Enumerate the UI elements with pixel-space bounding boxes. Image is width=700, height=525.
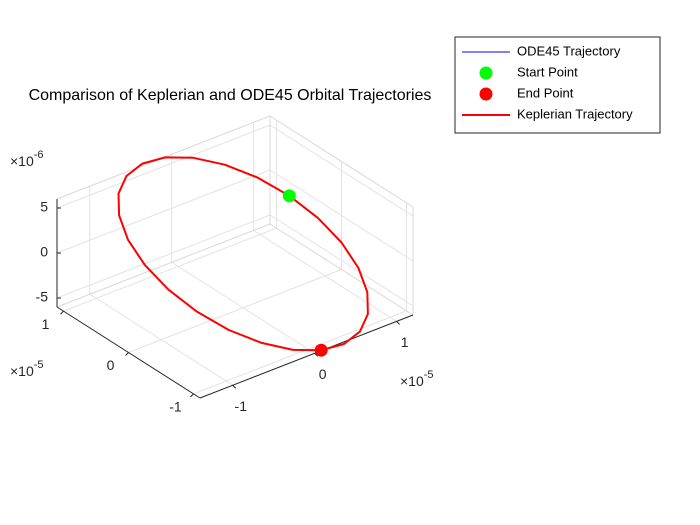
legend-label: End Point (517, 85, 574, 100)
point-marker (314, 343, 328, 357)
grid-line (56, 214, 271, 299)
grid-line (63, 227, 277, 312)
y-tick (125, 352, 129, 356)
z-tick-label: 0 (40, 244, 48, 260)
plot-area (117, 156, 369, 357)
grid-line (56, 169, 271, 254)
grid-line (193, 310, 407, 395)
exponent-base: ×10 (10, 153, 34, 169)
axes: -101-101-505×10-6×10-5×10-5 (10, 115, 434, 415)
y-tick-label: -1 (169, 399, 182, 415)
axis-exponent: ×10-5 (400, 369, 434, 389)
trajectory-line (117, 156, 369, 352)
exponent-power: -6 (34, 149, 44, 161)
x-tick (314, 352, 319, 357)
legend-label: ODE45 Trajectory (517, 43, 621, 58)
point-marker (282, 189, 296, 203)
legend: ODE45 Trajectory Start Point End Point Kepl… (454, 36, 661, 134)
box-edge (56, 223, 271, 308)
legend-label: Start Point (517, 64, 578, 79)
exponent-base: ×10 (10, 363, 34, 379)
legend-swatch (479, 66, 493, 80)
z-tick-label: 5 (40, 199, 48, 215)
y-tick (190, 393, 194, 398)
x-tick (232, 384, 237, 389)
axis-exponent: ×10-6 (10, 149, 44, 169)
grid-line (269, 214, 414, 307)
exponent-power: -5 (34, 359, 44, 371)
x-tick-label: 0 (319, 366, 327, 382)
legend-swatch (479, 87, 493, 101)
legend-box (454, 36, 661, 134)
y-tick-label: 1 (42, 316, 50, 332)
box-edge (269, 223, 414, 316)
legend-label: Keplerian Trajectory (517, 106, 633, 121)
exponent-power: -5 (424, 369, 434, 381)
grid-line (269, 124, 414, 217)
y-tick (60, 310, 64, 315)
x-tick (396, 321, 400, 325)
x-tick-label: -1 (235, 398, 248, 414)
y-tick-label: 0 (107, 357, 115, 373)
exponent-base: ×10 (400, 373, 424, 389)
grid (56, 120, 414, 395)
z-tick-label: -5 (36, 289, 49, 305)
grid-line (269, 169, 414, 262)
axis-exponent: ×10-5 (10, 359, 44, 379)
chart-title: Comparison of Keplerian and ODE45 Orbita… (29, 87, 432, 104)
box-edge (199, 314, 414, 399)
box-edge (269, 115, 414, 208)
grid-line (56, 124, 271, 209)
x-tick-label: 1 (401, 334, 409, 350)
grid-line (128, 269, 342, 353)
